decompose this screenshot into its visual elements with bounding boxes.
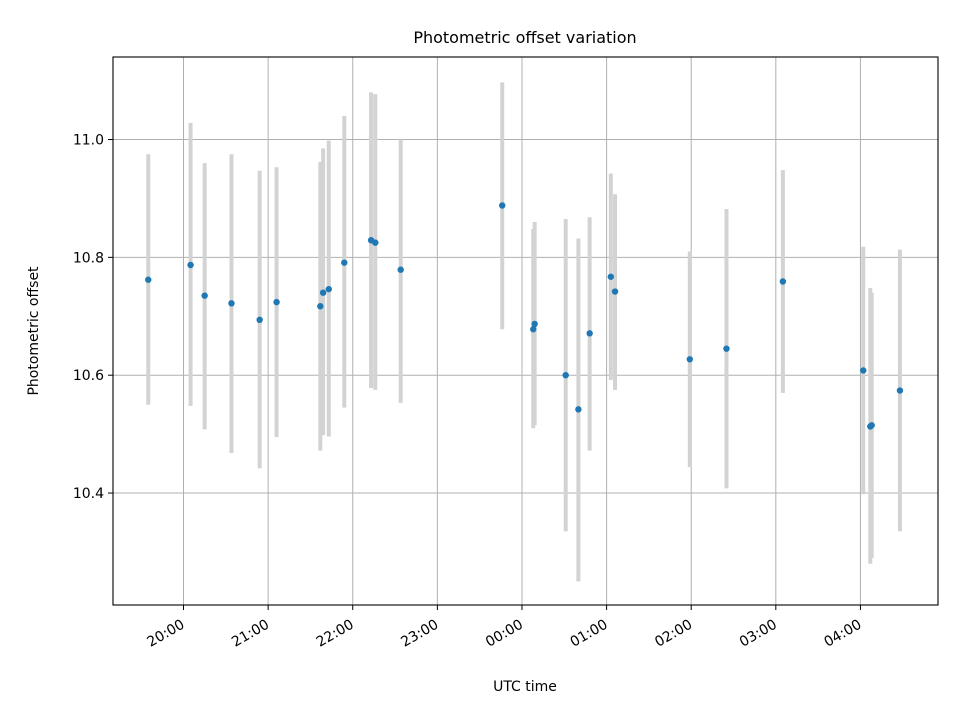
plot-frame bbox=[112, 56, 939, 606]
data-point bbox=[187, 261, 194, 269]
data-point bbox=[397, 266, 404, 273]
y-tick-label: 10.4 bbox=[73, 486, 104, 502]
data-points bbox=[145, 202, 904, 430]
x-axis-label: UTC time bbox=[493, 679, 557, 695]
data-point bbox=[256, 316, 263, 324]
data-point bbox=[531, 320, 538, 328]
data-point bbox=[611, 288, 619, 295]
chart-title: Photometric offset variation bbox=[413, 28, 636, 47]
data-point bbox=[341, 259, 348, 266]
data-point bbox=[896, 387, 904, 394]
data-point bbox=[273, 298, 280, 306]
data-point bbox=[145, 276, 152, 283]
data-point bbox=[723, 345, 730, 352]
data-point bbox=[586, 330, 593, 337]
data-point bbox=[607, 273, 615, 280]
data-point bbox=[499, 202, 506, 209]
y-tick-label: 10.6 bbox=[73, 368, 104, 384]
data-point bbox=[530, 326, 537, 333]
data-point bbox=[319, 289, 327, 296]
data-point bbox=[372, 239, 379, 246]
data-point bbox=[779, 278, 787, 285]
grid bbox=[113, 57, 938, 605]
y-axis-ticks: 10.4 10.6 10.8 11.0 bbox=[73, 132, 113, 502]
data-point bbox=[201, 292, 208, 299]
data-point bbox=[575, 406, 582, 413]
y-tick-label: 10.8 bbox=[73, 250, 104, 266]
data-point bbox=[325, 285, 332, 293]
data-point bbox=[686, 356, 693, 363]
data-point bbox=[228, 300, 235, 307]
data-point bbox=[562, 371, 569, 379]
y-tick-label: 11.0 bbox=[73, 132, 104, 148]
data-point bbox=[868, 422, 875, 429]
data-point bbox=[860, 367, 867, 374]
y-axis-label: Photometric offset bbox=[26, 266, 42, 396]
data-point bbox=[317, 303, 324, 310]
